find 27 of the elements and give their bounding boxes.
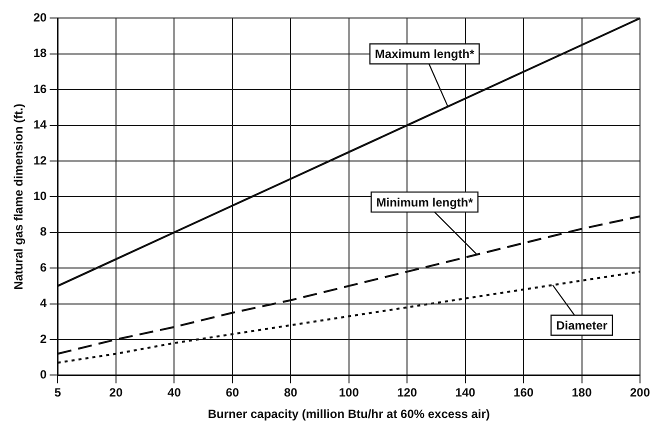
text: Diameter: [556, 318, 608, 333]
text: Minimum length*: [376, 195, 474, 210]
x-tick-label: 140: [455, 386, 476, 400]
x-axis-title: Burner capacity (million Btu/hr at 60% excess air): [208, 407, 490, 422]
x-tick-label: 100: [338, 386, 360, 400]
x-tick-label: 200: [630, 386, 650, 400]
x-tick-label: 40: [168, 386, 182, 400]
x-tick-label: 180: [572, 386, 592, 400]
y-tick-label: 14: [33, 118, 48, 132]
x-tick-label: 20: [109, 386, 123, 400]
y-tick-label: 16: [33, 82, 48, 96]
y-tick-label: 18: [33, 46, 48, 60]
y-tick-label: 12: [33, 153, 48, 168]
y-tick-label: 20: [33, 10, 48, 25]
text: Maximum length*: [374, 47, 475, 62]
x-tick-label: 80: [284, 386, 298, 400]
x-tick-label: 160: [514, 386, 534, 400]
y-tick-label: 2: [40, 332, 48, 346]
y-tick-label: 6: [40, 260, 48, 274]
y-tick-label: 0: [40, 368, 48, 382]
y-tick-label: 8: [40, 224, 48, 239]
x-tick-label: 120: [397, 386, 418, 400]
y-tick-label: 4: [40, 296, 48, 310]
x-tick-label: 5: [54, 386, 62, 400]
y-tick-label: 10: [33, 189, 48, 204]
y-axis-title: Natural gas flame dimension (ft.): [12, 104, 26, 290]
x-tick-label: 60: [226, 386, 240, 400]
